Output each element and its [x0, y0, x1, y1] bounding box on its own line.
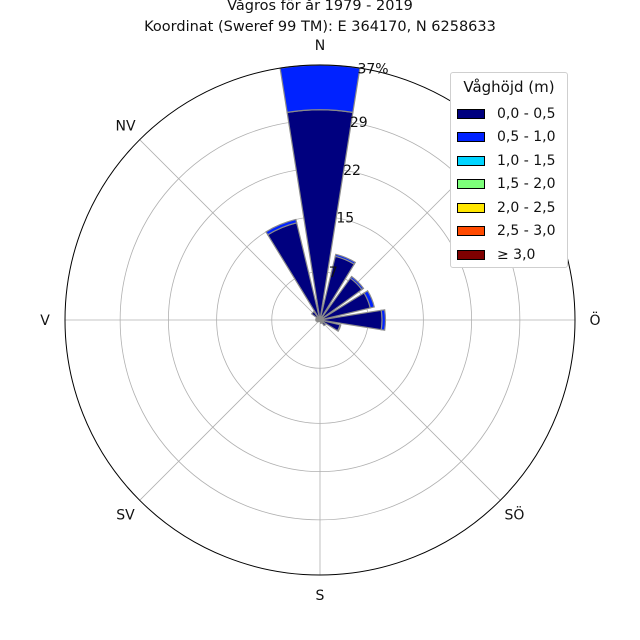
legend-swatch — [457, 155, 485, 166]
legend: Våghöjd (m) 0,0 - 0,5 0,5 - 1,0 1,0 - 1,5 1… — [450, 72, 568, 268]
wind-rose-sectors — [265, 64, 387, 332]
legend-items: 0,0 - 0,5 0,5 - 1,0 1,0 - 1,5 1,5 - 2,0 2,0 … — [451, 102, 567, 267]
legend-label: 2,5 - 3,0 — [497, 223, 556, 240]
radial-tick-label: 22 — [343, 163, 361, 179]
direction-label-sv: SV — [116, 507, 135, 523]
sector-bar-5-1 — [336, 324, 342, 332]
legend-item: 1,0 - 1,5 — [451, 149, 567, 173]
legend-label: 0,5 - 1,0 — [497, 129, 556, 146]
legend-label: 2,0 - 2,5 — [497, 199, 556, 216]
legend-item: 2,0 - 2,5 — [451, 196, 567, 220]
radial-tick-label: 15 — [336, 211, 354, 227]
direction-label-s: S — [316, 588, 325, 604]
chart-subtitle: Koordinat (Sweref 99 TM): E 364170, N 62… — [144, 19, 496, 35]
grid-spoke-5 — [139, 319, 321, 501]
sector-bar-1-1 — [334, 253, 357, 266]
radial-tick-label: 7 — [329, 265, 338, 281]
legend-label: ≥ 3,0 — [497, 246, 536, 263]
sector-bar-2-1 — [349, 275, 365, 291]
legend-swatch — [457, 226, 485, 237]
legend-label: 1,0 - 1,5 — [497, 152, 556, 169]
legend-swatch — [457, 179, 485, 190]
grid-spoke-7 — [139, 139, 321, 321]
legend-title: Våghöjd (m) — [463, 78, 555, 96]
legend-swatch — [457, 202, 485, 213]
radial-tick-label: 29 — [350, 115, 368, 131]
legend-swatch — [457, 249, 485, 260]
chart-title: Vågros för år 1979 - 2019 — [227, 0, 413, 14]
direction-label-v: V — [40, 313, 50, 329]
outer-circle — [64, 64, 576, 576]
direction-label-ö: Ö — [589, 311, 600, 329]
direction-label-nv: NV — [116, 119, 136, 135]
legend-label: 0,0 - 0,5 — [497, 105, 556, 122]
direction-label-n: N — [315, 38, 325, 54]
sector-bar-14-0 — [310, 310, 321, 321]
legend-item: 2,5 - 3,0 — [451, 220, 567, 244]
legend-item: ≥ 3,0 — [451, 243, 567, 267]
radial-max-label: 37% — [357, 61, 388, 77]
legend-label: 1,5 - 2,0 — [497, 176, 556, 193]
legend-item: 0,5 - 1,0 — [451, 126, 567, 150]
grid-spoke-3 — [319, 319, 501, 501]
legend-swatch — [457, 108, 485, 119]
sector-bar-15-1 — [265, 218, 298, 236]
legend-item: 1,5 - 2,0 — [451, 173, 567, 197]
legend-item: 0,0 - 0,5 — [451, 102, 567, 126]
sector-bar-4-1 — [380, 309, 387, 331]
sector-bar-3-1 — [363, 290, 376, 309]
sector-bar-0-1 — [279, 64, 361, 114]
legend-swatch — [457, 132, 485, 143]
direction-label-sö: SÖ — [505, 505, 525, 523]
